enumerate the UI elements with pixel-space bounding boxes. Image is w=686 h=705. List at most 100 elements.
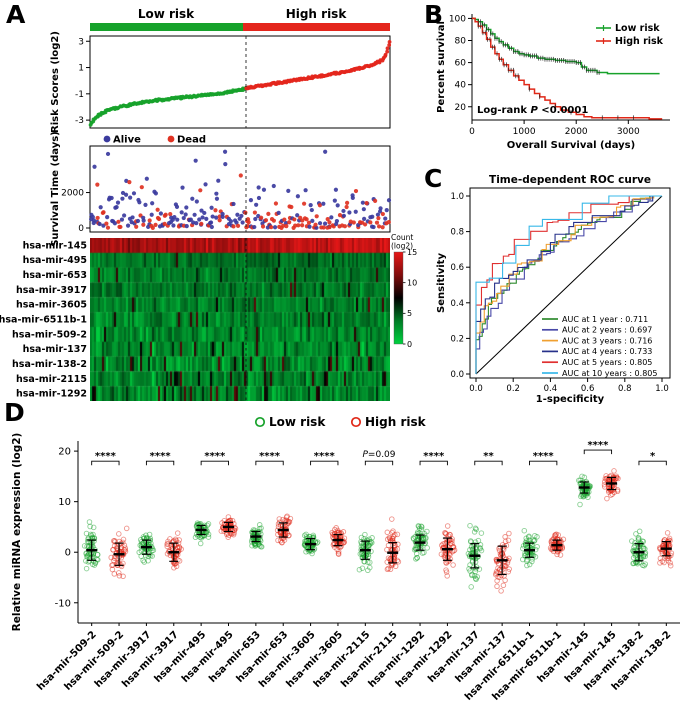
- svg-text:0.6: 0.6: [581, 384, 595, 394]
- panel-a-label: A: [6, 0, 26, 29]
- significance-bracket: [310, 460, 339, 466]
- svg-text:-10: -10: [55, 598, 71, 609]
- significance-stars: ****: [533, 451, 555, 462]
- panel-c-label: C: [424, 164, 443, 193]
- significance-bracket: [364, 460, 394, 466]
- roc-legend-entry: AUC at 4 years : 0.733: [562, 347, 652, 356]
- svg-text:3000: 3000: [617, 127, 640, 137]
- roc-curve: [475, 195, 662, 374]
- svg-text:-3: -3: [75, 116, 84, 126]
- roc-legend-entry: AUC at 5 years : 0.805: [562, 358, 652, 367]
- roc-xlabel: 1-specificity: [536, 394, 605, 405]
- logrank-pvalue: Log-rank P <0.0001: [477, 105, 588, 116]
- significance-bracket: [638, 460, 667, 466]
- panel-b-label: B: [424, 0, 444, 29]
- panel-c-figure: Time-dependent ROC curve 0.0 0.0 0.2 0.2 0.4 0…: [436, 174, 671, 405]
- svg-text:1: 1: [78, 64, 84, 74]
- panel-b-group: 100 80 60 40 20 0 1000 2000 3000 Percent survival…: [436, 14, 670, 151]
- svg-text:0.2: 0.2: [450, 334, 464, 344]
- svg-text:5: 5: [407, 309, 412, 318]
- svg-text:10: 10: [407, 278, 417, 287]
- high-risk-legend-label: High risk: [365, 415, 427, 429]
- roc-title: Time-dependent ROC curve: [489, 174, 651, 186]
- roc-curve: [475, 195, 662, 374]
- significance-bracket: [529, 460, 558, 466]
- roc-legend-entry: AUC at 1 year : 0.711: [562, 315, 648, 324]
- significance-bracket: [91, 460, 120, 466]
- high-risk-header: High risk: [286, 7, 348, 21]
- heatmap-colorbar: [393, 251, 404, 345]
- km-legend-label: Low risk: [615, 23, 660, 34]
- km-legend-label: High risk: [615, 36, 664, 47]
- panel-a-group: Low risk High risk 3 1 -1 -3 Risk Scores (log2…: [0, 7, 417, 401]
- heatmap-row-label: hsa-mir-138-2: [12, 359, 87, 370]
- roc-ylabel: Sensitivity: [436, 253, 447, 313]
- colorbar-title: Count: [391, 233, 413, 242]
- significance-stars: ****: [423, 451, 445, 462]
- alive-legend-label: Alive: [113, 135, 141, 146]
- svg-text:2000: 2000: [61, 189, 84, 199]
- expression-ylabel: Relative miRNA expression (log2): [11, 433, 23, 632]
- significance-bracket: [255, 460, 284, 466]
- svg-text:0.4: 0.4: [544, 384, 558, 394]
- heatmap-row-label: hsa-mir-137: [23, 344, 87, 355]
- panel-a-figure: Low risk High risk 3 1 -1 -3 Risk Scores (log2…: [0, 7, 417, 401]
- significance-stars: ****: [150, 451, 172, 462]
- high-risk-bar: [243, 23, 390, 31]
- svg-text:100: 100: [449, 14, 466, 24]
- significance-stars: ****: [95, 451, 117, 462]
- roc-curve: [475, 195, 662, 374]
- svg-text:(log2): (log2): [391, 242, 413, 251]
- significance-stars: ****: [587, 440, 609, 451]
- significance-stars: ****: [259, 451, 281, 462]
- panel-d-label: D: [4, 398, 25, 427]
- svg-text:20: 20: [58, 447, 71, 458]
- significance-bracket: [145, 460, 175, 466]
- heatmap-row-label: hsa-mir-3605: [16, 300, 87, 311]
- svg-text:10: 10: [58, 497, 71, 508]
- roc-legend-entry: AUC at 10 years : 0.805: [562, 369, 657, 378]
- low-risk-bar: [90, 23, 243, 31]
- svg-text:0.6: 0.6: [450, 263, 464, 273]
- survival-xlabel: Overall Survival (days): [507, 140, 635, 151]
- svg-text:0.0: 0.0: [469, 384, 483, 394]
- survival-ylabel: Percent survival: [436, 21, 447, 113]
- roc-diagonal: [475, 195, 663, 375]
- roc-curve: [475, 195, 662, 374]
- svg-text:3: 3: [78, 37, 84, 47]
- svg-text:15: 15: [407, 248, 417, 257]
- panel-c-group: Time-dependent ROC curve 0.0 0.0 0.2 0.2 0.4 0…: [436, 174, 671, 405]
- heatmap-row-label: hsa-mir-1292: [16, 389, 87, 400]
- svg-text:80: 80: [455, 37, 467, 47]
- svg-text:1000: 1000: [513, 127, 536, 137]
- svg-text:0: 0: [407, 340, 412, 349]
- roc-legend-entry: AUC at 3 years : 0.716: [562, 336, 652, 345]
- heatmap-row-label: hsa-mir-6511b-1: [0, 315, 87, 326]
- heatmap-row-label: hsa-mir-653: [23, 270, 87, 281]
- svg-text:0: 0: [469, 127, 475, 137]
- svg-text:20: 20: [455, 103, 467, 113]
- dead-legend-label: Dead: [177, 135, 206, 146]
- low-risk-circle-icon: [254, 416, 266, 428]
- panel-d-figure: 20 10 0 -10 Relative miRNA expression (log2)…: [11, 415, 680, 703]
- alive-dot-icon: [103, 135, 111, 143]
- svg-text:2000: 2000: [565, 127, 588, 137]
- mirna-heatmap-canvas: [90, 238, 390, 401]
- svg-text:1.0: 1.0: [655, 384, 669, 394]
- svg-text:0: 0: [65, 548, 71, 559]
- dead-dot-icon: [167, 135, 175, 143]
- significance-bracket: [200, 460, 229, 466]
- significance-bracket: [419, 460, 448, 466]
- significance-bracket: [474, 460, 503, 466]
- significance-bracket: [583, 449, 613, 455]
- svg-text:0.8: 0.8: [450, 228, 464, 238]
- svg-text:1.0: 1.0: [450, 192, 464, 202]
- significance-stars: ****: [204, 451, 226, 462]
- significance-pvalue: P=0.09: [362, 450, 395, 460]
- significance-stars: **: [483, 451, 494, 462]
- svg-text:-1: -1: [75, 90, 84, 100]
- panel-b-figure: 100 80 60 40 20 0 1000 2000 3000 Percent survival…: [436, 14, 670, 151]
- low-risk-header: Low risk: [138, 7, 195, 21]
- high-risk-circle-icon: [350, 416, 362, 428]
